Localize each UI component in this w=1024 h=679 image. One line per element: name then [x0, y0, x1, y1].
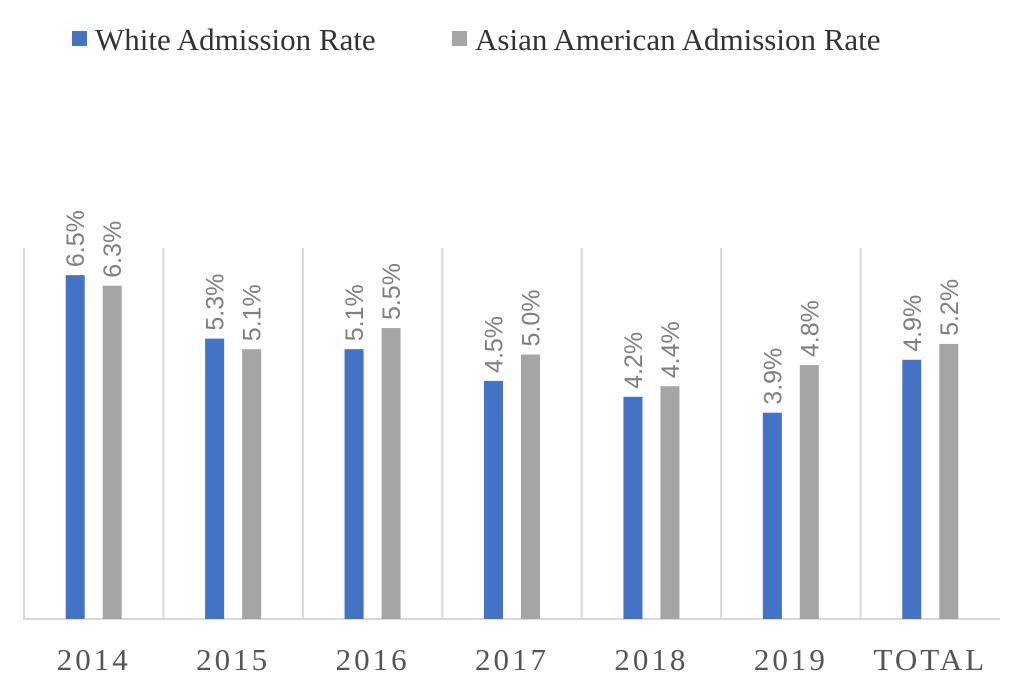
x-tick-label: 2014	[57, 642, 131, 677]
bar-white-2016	[344, 349, 364, 619]
bar-asian-american-2018	[660, 386, 680, 619]
x-tick-label: 2017	[475, 642, 549, 677]
data-label: 5.2%	[936, 279, 964, 336]
bar-white-2018	[623, 396, 643, 619]
data-label: 4.4%	[657, 321, 685, 378]
data-label: 4.9%	[899, 295, 927, 352]
data-label: 5.1%	[341, 284, 369, 341]
bar-asian-american-2019	[799, 365, 819, 619]
x-tick-label: 2016	[336, 642, 410, 677]
x-tick-label: TOTAL	[874, 642, 988, 677]
bar-white-2017	[484, 380, 503, 619]
x-tick-label: 2015	[196, 642, 270, 677]
bar-white-2015	[205, 338, 225, 619]
legend-label: Asian American Admission Rate	[475, 22, 881, 57]
bar-white-total	[902, 359, 922, 619]
legend-label: White Admission Rate	[95, 22, 376, 57]
bar-asian-american-2015	[242, 349, 262, 619]
data-label: 4.2%	[620, 332, 648, 389]
bar-white-2014	[65, 275, 85, 619]
x-tick-label: 2018	[614, 642, 688, 677]
bar-asian-american-2017	[521, 354, 540, 619]
data-label: 6.3%	[99, 221, 127, 278]
data-label: 5.3%	[202, 274, 230, 331]
data-label: 5.1%	[239, 284, 267, 341]
data-label: 6.5%	[62, 210, 90, 267]
legend-swatch	[452, 31, 467, 46]
x-tick-label: 2019	[754, 642, 828, 677]
data-label: 3.9%	[759, 348, 787, 405]
bar-asian-american-total	[939, 343, 959, 619]
data-label: 4.5%	[481, 316, 509, 373]
bar-asian-american-2016	[381, 328, 401, 619]
data-label: 5.0%	[518, 290, 546, 347]
bar-asian-american-2014	[102, 285, 122, 619]
bar-white-2019	[762, 412, 782, 619]
legend-swatch	[72, 31, 87, 46]
data-label: 5.5%	[378, 263, 406, 320]
data-label: 4.8%	[796, 300, 824, 357]
